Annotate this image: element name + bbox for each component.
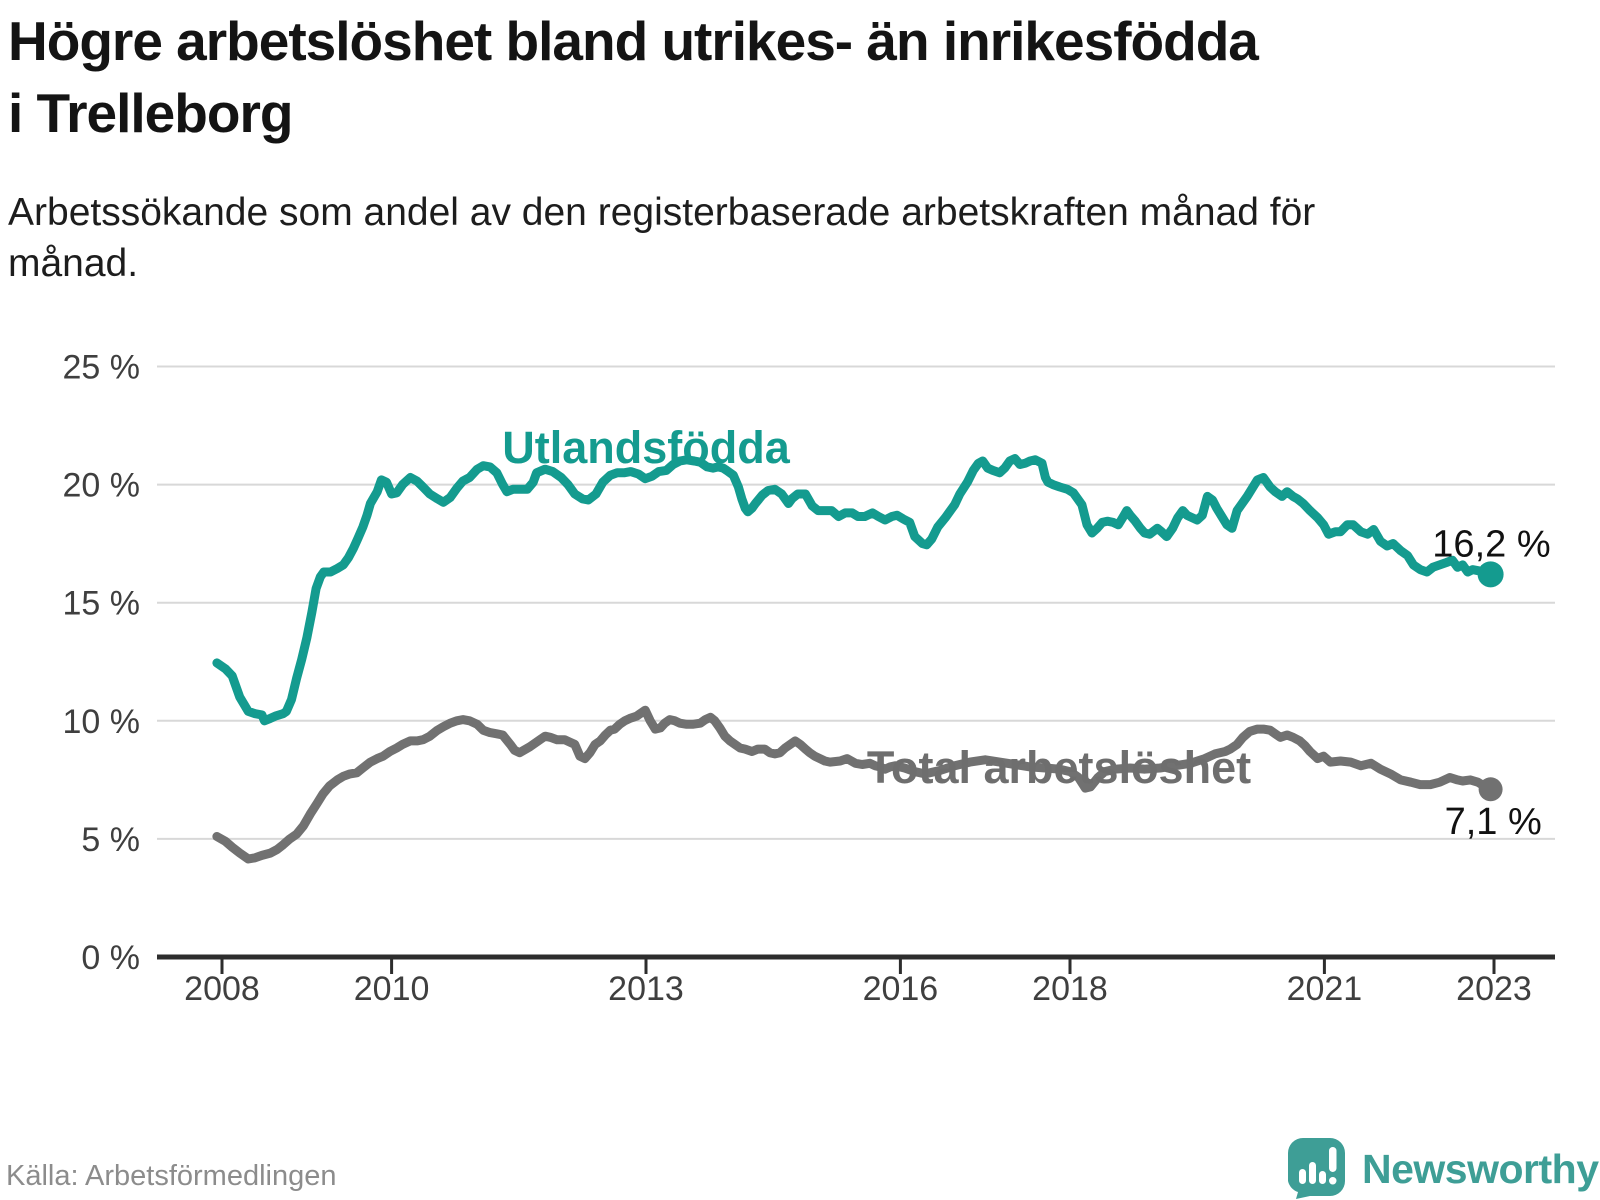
series-label: Utlandsfödda bbox=[502, 422, 790, 473]
x-tick-label-2010: 2010 bbox=[354, 970, 430, 1008]
chart-title: Högre arbetslöshet bland utrikes- än inr… bbox=[8, 10, 1259, 144]
newsworthy-logo-icon bbox=[1288, 1138, 1345, 1199]
y-tick-label-5: 5 % bbox=[81, 821, 140, 859]
series-label: Total arbetslöshet bbox=[867, 742, 1251, 793]
x-tick-label-2021: 2021 bbox=[1287, 970, 1363, 1008]
x-tick-label-2008: 2008 bbox=[184, 970, 260, 1008]
series-end-dot bbox=[1478, 777, 1503, 802]
series-end-value-label: 16,2 % bbox=[1432, 524, 1550, 566]
series-line-utlandsfödda bbox=[212, 454, 1496, 726]
logo-exclamation-bar bbox=[1329, 1147, 1337, 1172]
y-tick-label-20: 20 % bbox=[63, 467, 141, 505]
logo-bar-1 bbox=[1299, 1169, 1306, 1184]
y-tick-label-10: 10 % bbox=[63, 703, 141, 741]
newsworthy-logo: Newsworthy bbox=[1288, 1138, 1599, 1200]
logo-bar-3 bbox=[1319, 1171, 1326, 1184]
newsworthy-brand-text: Newsworthy bbox=[1362, 1145, 1599, 1192]
x-tick-label-2023: 2023 bbox=[1456, 970, 1532, 1008]
series-end-value-label: 7,1 % bbox=[1445, 801, 1542, 843]
series-line-total-arbetslöshet bbox=[212, 705, 1496, 864]
source-note: Källa: Arbetsförmedlingen bbox=[6, 1160, 337, 1192]
logo-exclamation-dot bbox=[1329, 1177, 1337, 1185]
x-tick-label-2013: 2013 bbox=[608, 970, 684, 1008]
series-end-dot bbox=[1477, 561, 1504, 588]
logo-bar-2 bbox=[1309, 1162, 1316, 1184]
y-tick-label-15: 15 % bbox=[63, 585, 141, 623]
chart-subtitle: Arbetssökande som andel av den registerb… bbox=[8, 191, 1316, 285]
y-tick-label-0: 0 % bbox=[81, 939, 140, 977]
y-tick-label-25: 25 % bbox=[63, 349, 141, 387]
x-tick-label-2018: 2018 bbox=[1032, 970, 1108, 1008]
x-tick-label-2016: 2016 bbox=[863, 970, 939, 1008]
